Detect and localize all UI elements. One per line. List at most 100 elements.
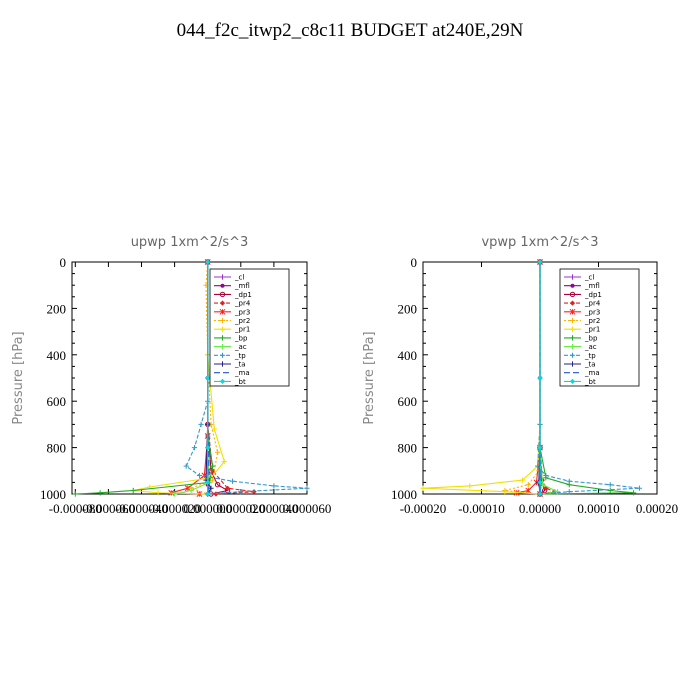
legend-marker — [219, 326, 226, 332]
legend-label: _ma — [584, 369, 600, 377]
legend-label: _tp — [234, 352, 246, 360]
series-point-bt — [537, 375, 543, 381]
legend-label: _dp1 — [584, 291, 602, 299]
panel-title: upwp 1xm^2/s^3 — [131, 235, 249, 250]
x-tick-label: 0.000020 — [216, 501, 265, 516]
series-line-pr4 — [539, 262, 557, 495]
legend-marker — [219, 308, 226, 315]
legend-marker — [569, 378, 576, 384]
y-tick-label: 800 — [47, 441, 67, 456]
legend-marker — [219, 317, 226, 324]
panel-title: vpwp 1xm^2/s^3 — [481, 235, 598, 250]
series-point-tp — [229, 478, 236, 484]
x-tick-label: 0.00020 — [636, 501, 678, 516]
x-tick-label: -0.000060 — [82, 501, 135, 516]
series-point-tp — [566, 478, 572, 484]
series-point-pr1 — [155, 490, 161, 496]
series-point-pr4 — [251, 489, 257, 495]
series-point-bp — [97, 490, 103, 496]
y-axis-label: Pressure [hPa] — [11, 331, 26, 424]
series-point-pr4 — [210, 468, 216, 474]
series-point-bp — [607, 487, 613, 494]
legend-marker — [220, 283, 225, 288]
legend-marker — [569, 326, 576, 332]
y-tick-label: 400 — [47, 348, 67, 363]
series-point-bt — [537, 259, 543, 265]
y-tick-label: 0 — [411, 255, 418, 270]
series-point-bp — [210, 463, 216, 469]
series-point-tp — [566, 489, 572, 495]
series-point-pr2 — [525, 482, 531, 488]
legend-label: _ma — [234, 369, 250, 377]
legend-marker — [219, 378, 226, 384]
legend-box — [559, 268, 640, 387]
legend-label: _pr3 — [234, 308, 250, 316]
legend-label: _ac — [234, 343, 247, 351]
y-tick-label: 1000 — [40, 487, 66, 502]
series-line-pr2 — [504, 262, 541, 495]
series-point-tp — [271, 483, 277, 489]
legend-label: _cl — [234, 274, 244, 282]
series-point-tp — [304, 485, 310, 491]
series-point-ac — [554, 489, 561, 495]
series-point-tp — [607, 482, 613, 488]
legend-label: _ta — [234, 361, 246, 369]
legend-marker — [569, 335, 576, 341]
legend-label: _pr2 — [584, 317, 600, 325]
legend-marker — [569, 274, 576, 280]
legend-marker — [219, 352, 226, 358]
upwp-panel: upwp 1xm^2/s^3 Pressure [hPa] 0 200 400 600 80… — [11, 235, 331, 516]
series-point-pr1 — [211, 426, 217, 432]
series-point-ac — [540, 482, 546, 488]
series-point-pr1 — [519, 477, 526, 483]
legend-label: _bp — [234, 334, 248, 342]
series-point-bp — [631, 490, 637, 496]
legend-box — [209, 268, 290, 387]
x-tick-label: -0.00010 — [458, 501, 505, 516]
y-tick-label: 800 — [398, 441, 418, 456]
x-tick-label: -0.000040 — [115, 501, 168, 516]
legend-label: _pr2 — [234, 317, 250, 325]
series-point-bt — [205, 479, 211, 485]
legend-marker — [219, 335, 226, 341]
series-point-bp — [130, 487, 136, 494]
legend-label: _ac — [584, 343, 597, 351]
legend-marker — [569, 300, 576, 306]
y-tick-label: 1000 — [391, 487, 417, 502]
series-point-tp — [543, 472, 549, 479]
x-tick-label: 0.000000 — [183, 501, 232, 516]
legend-marker — [569, 352, 576, 358]
legend-label: _pr1 — [234, 326, 250, 334]
legend-label: _bt — [584, 378, 596, 386]
legend-marker — [219, 300, 226, 306]
legend-label: _mfl — [234, 282, 250, 290]
series-line-pr2 — [189, 261, 219, 495]
legend-label: _pr1 — [584, 326, 600, 334]
series-point-ac — [172, 491, 178, 497]
series-point-bt — [205, 259, 211, 265]
series-point-pr1 — [420, 485, 426, 491]
series-point-bp — [72, 491, 78, 497]
series-line-pr3 — [516, 262, 541, 495]
legend-marker — [569, 361, 576, 367]
series-point-pr1 — [502, 489, 508, 495]
series-point-tp — [183, 463, 189, 469]
legend-marker — [569, 308, 576, 315]
legend-marker — [219, 291, 226, 298]
y-tick-label: 0 — [60, 255, 67, 270]
series-point-pr1 — [467, 483, 473, 489]
series-point-pr1 — [221, 458, 227, 465]
vpwp-panel: vpwp 1xm^2/s^3 Pressure [hPa] 0 200 400 600 80… — [362, 235, 678, 516]
legend-label: _bp — [584, 334, 598, 342]
y-tick-label: 600 — [398, 394, 418, 409]
series-point-bt — [205, 445, 211, 451]
legend-label: _pr4 — [584, 300, 601, 308]
y-tick-label: 200 — [47, 301, 67, 316]
x-tick-label: -0.000020 — [148, 501, 201, 516]
x-tick-label: 0.000040 — [250, 501, 299, 516]
series-point-pr4 — [224, 485, 231, 491]
legend-label: _cl — [584, 274, 594, 282]
series-point-pr3 — [184, 485, 191, 492]
legend-label: _tp — [584, 352, 596, 360]
